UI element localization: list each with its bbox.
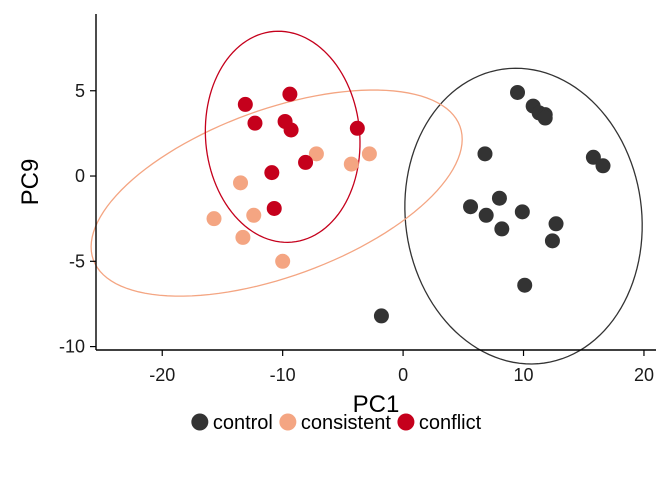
point-conflict — [349, 120, 365, 136]
point-control — [537, 110, 553, 126]
axes — [95, 14, 656, 351]
y-tick-label: -5 — [69, 251, 85, 271]
point-control — [595, 158, 611, 174]
point-control — [514, 204, 530, 220]
legend: control consistent conflict — [191, 412, 482, 434]
point-conflict — [264, 165, 280, 181]
point-control — [463, 199, 479, 215]
point-control — [510, 84, 526, 100]
point-control — [491, 190, 507, 206]
x-axis-title: PC1 — [353, 391, 400, 418]
points-layer — [206, 84, 611, 324]
point-control — [373, 308, 389, 324]
ellipse-conflict — [204, 30, 361, 244]
x-tick-label: 0 — [398, 365, 408, 385]
point-consistent — [233, 175, 249, 191]
point-conflict — [282, 86, 298, 102]
point-consistent — [246, 207, 262, 223]
point-control — [548, 216, 564, 232]
point-control — [478, 207, 494, 223]
x-tick-label: -10 — [270, 365, 296, 385]
point-control — [494, 221, 510, 237]
legend-label-control: control — [213, 412, 273, 434]
point-conflict — [298, 154, 314, 170]
x-tick-label: 10 — [514, 365, 534, 385]
point-conflict — [283, 122, 299, 138]
point-control — [585, 149, 601, 165]
point-conflict — [247, 115, 263, 131]
point-consistent — [275, 253, 291, 269]
point-conflict — [266, 200, 282, 216]
legend-label-consistent: consistent — [301, 412, 391, 434]
ellipse-consistent — [90, 89, 463, 297]
y-tick-label: -10 — [59, 337, 85, 357]
point-control — [477, 146, 493, 162]
point-consistent — [235, 229, 251, 245]
x-tick-label: 20 — [634, 365, 654, 385]
point-control — [517, 277, 533, 293]
y-ticks: -10 -5 0 5 — [59, 81, 96, 357]
x-tick-label: -20 — [149, 365, 175, 385]
ellipse-control — [404, 67, 643, 365]
legend-key-conflict — [397, 413, 415, 431]
legend-key-control — [191, 413, 209, 431]
legend-label-conflict: conflict — [419, 412, 482, 434]
x-ticks: -20 -10 0 10 20 — [149, 350, 654, 385]
point-consistent — [343, 156, 359, 172]
ellipse-layer — [90, 30, 643, 365]
point-consistent — [361, 146, 377, 162]
point-consistent — [206, 211, 222, 227]
point-consistent — [308, 146, 324, 162]
y-tick-label: 5 — [75, 81, 85, 101]
legend-key-consistent — [279, 413, 297, 431]
y-tick-label: 0 — [75, 166, 85, 186]
point-conflict — [237, 96, 253, 112]
y-axis-title: PC9 — [17, 159, 44, 206]
point-control — [544, 233, 560, 249]
